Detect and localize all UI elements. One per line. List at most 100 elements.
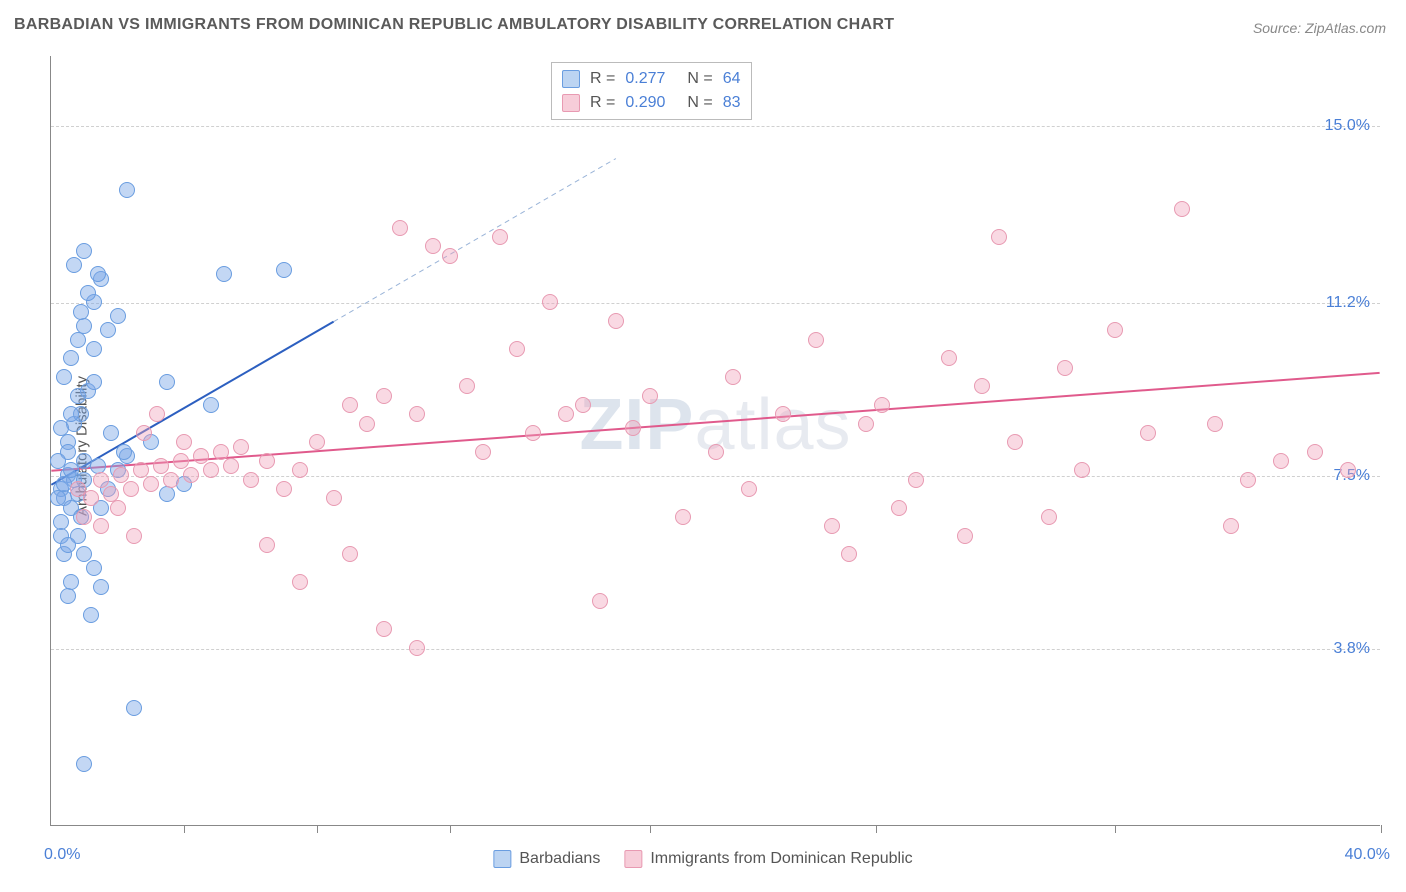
scatter-point bbox=[119, 182, 135, 198]
scatter-point bbox=[625, 420, 641, 436]
x-tick bbox=[876, 825, 877, 833]
scatter-point bbox=[276, 262, 292, 278]
scatter-point bbox=[442, 248, 458, 264]
scatter-point bbox=[133, 462, 149, 478]
scatter-point bbox=[123, 481, 139, 497]
scatter-point bbox=[376, 621, 392, 637]
x-axis-max-label: 40.0% bbox=[1345, 846, 1390, 864]
scatter-point bbox=[53, 420, 69, 436]
scatter-point bbox=[223, 458, 239, 474]
scatter-point bbox=[1057, 360, 1073, 376]
scatter-point bbox=[70, 332, 86, 348]
scatter-point bbox=[60, 588, 76, 604]
scatter-point bbox=[292, 574, 308, 590]
stats-r-value: 0.290 bbox=[625, 91, 665, 115]
scatter-point bbox=[741, 481, 757, 497]
scatter-point bbox=[163, 472, 179, 488]
scatter-point bbox=[276, 481, 292, 497]
scatter-point bbox=[376, 388, 392, 404]
scatter-point bbox=[575, 397, 591, 413]
scatter-point bbox=[93, 472, 109, 488]
scatter-point bbox=[309, 434, 325, 450]
stats-n-value: 64 bbox=[723, 67, 741, 91]
scatter-point bbox=[93, 518, 109, 534]
scatter-point bbox=[292, 462, 308, 478]
scatter-point bbox=[126, 528, 142, 544]
scatter-point bbox=[475, 444, 491, 460]
scatter-point bbox=[874, 397, 890, 413]
scatter-point bbox=[110, 308, 126, 324]
scatter-point bbox=[642, 388, 658, 404]
scatter-point bbox=[824, 518, 840, 534]
x-tick bbox=[317, 825, 318, 833]
scatter-point bbox=[525, 425, 541, 441]
scatter-point bbox=[392, 220, 408, 236]
scatter-point bbox=[66, 257, 82, 273]
legend-label: Barbadians bbox=[519, 850, 600, 868]
scatter-point bbox=[808, 332, 824, 348]
scatter-point bbox=[93, 579, 109, 595]
trend-line-extrapolated bbox=[334, 159, 616, 322]
stats-n-value: 83 bbox=[723, 91, 741, 115]
scatter-point bbox=[725, 369, 741, 385]
x-tick bbox=[1381, 825, 1382, 833]
scatter-point bbox=[891, 500, 907, 516]
x-tick bbox=[1115, 825, 1116, 833]
scatter-point bbox=[50, 453, 66, 469]
scatter-point bbox=[176, 434, 192, 450]
scatter-point bbox=[143, 476, 159, 492]
x-tick bbox=[650, 825, 651, 833]
scatter-point bbox=[342, 397, 358, 413]
scatter-point bbox=[183, 467, 199, 483]
scatter-point bbox=[70, 388, 86, 404]
scatter-point bbox=[149, 406, 165, 422]
scatter-point bbox=[608, 313, 624, 329]
scatter-point bbox=[90, 266, 106, 282]
scatter-point bbox=[213, 444, 229, 460]
scatter-point bbox=[1223, 518, 1239, 534]
stats-row: R =0.290N =83 bbox=[562, 91, 741, 115]
scatter-point bbox=[76, 318, 92, 334]
scatter-point bbox=[675, 509, 691, 525]
scatter-point bbox=[459, 378, 475, 394]
scatter-point bbox=[409, 406, 425, 422]
scatter-point bbox=[216, 266, 232, 282]
legend-label: Immigrants from Dominican Republic bbox=[650, 850, 912, 868]
scatter-point bbox=[259, 453, 275, 469]
scatter-point bbox=[509, 341, 525, 357]
y-tick-label: 3.8% bbox=[1334, 640, 1370, 658]
scatter-point bbox=[86, 560, 102, 576]
scatter-point bbox=[841, 546, 857, 562]
scatter-point bbox=[1240, 472, 1256, 488]
legend-item: Immigrants from Dominican Republic bbox=[624, 850, 912, 868]
stats-r-label: R = bbox=[590, 67, 615, 91]
scatter-point bbox=[1174, 201, 1190, 217]
scatter-point bbox=[326, 490, 342, 506]
scatter-point bbox=[425, 238, 441, 254]
legend-bottom: Barbadians Immigrants from Dominican Repu… bbox=[493, 850, 912, 868]
scatter-point bbox=[908, 472, 924, 488]
stats-r-label: R = bbox=[590, 91, 615, 115]
scatter-point bbox=[153, 458, 169, 474]
scatter-point bbox=[80, 285, 96, 301]
trend-lines-layer bbox=[51, 56, 1380, 825]
grid-line bbox=[51, 303, 1380, 304]
stats-r-value: 0.277 bbox=[625, 67, 665, 91]
scatter-point bbox=[233, 439, 249, 455]
chart-title: BARBADIAN VS IMMIGRANTS FROM DOMINICAN R… bbox=[14, 16, 894, 34]
scatter-point bbox=[775, 406, 791, 422]
plot-area: ZIPatlas R =0.277N =64R =0.290N =83 3.8%… bbox=[50, 56, 1380, 826]
scatter-point bbox=[60, 537, 76, 553]
scatter-point bbox=[83, 490, 99, 506]
scatter-point bbox=[86, 341, 102, 357]
legend-item: Barbadians bbox=[493, 850, 600, 868]
scatter-point bbox=[159, 374, 175, 390]
y-tick-label: 11.2% bbox=[1326, 294, 1370, 312]
stats-swatch bbox=[562, 70, 580, 88]
scatter-point bbox=[63, 350, 79, 366]
scatter-point bbox=[203, 397, 219, 413]
scatter-point bbox=[558, 406, 574, 422]
scatter-point bbox=[941, 350, 957, 366]
scatter-point bbox=[592, 593, 608, 609]
scatter-point bbox=[113, 467, 129, 483]
